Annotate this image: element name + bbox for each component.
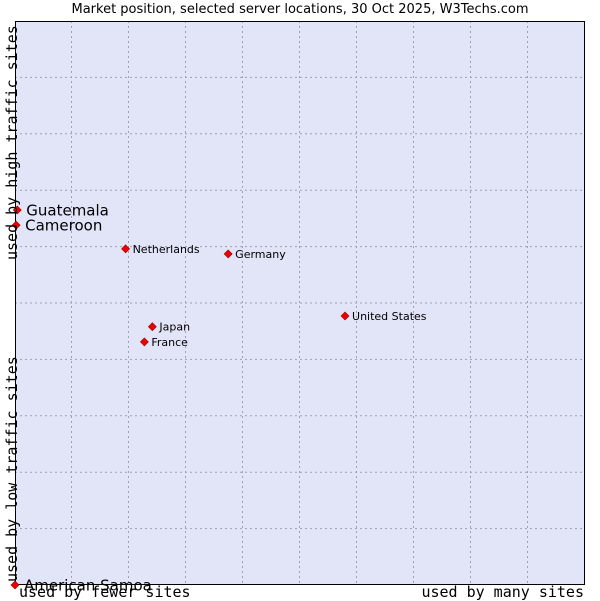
x-axis-high-label: used by many sites (421, 583, 584, 601)
plot-border (15, 21, 585, 585)
point-guatemala (12, 205, 22, 215)
point-cameroon (11, 220, 21, 230)
point-label-american-samoa: American Samoa (24, 577, 152, 595)
point-japan (147, 322, 157, 332)
point-label-france: France (151, 336, 188, 349)
point-label-guatemala: Guatemala (26, 201, 109, 219)
point-label-japan: Japan (158, 321, 190, 334)
point-american-samoa (10, 580, 20, 590)
point-label-germany: Germany (235, 248, 286, 261)
chart-title: Market position, selected server locatio… (71, 2, 529, 17)
point-france (139, 337, 149, 347)
point-label-netherlands: Netherlands (133, 243, 200, 256)
y-axis-high-label: used by high traffic sites (3, 25, 21, 260)
point-united-states (340, 311, 350, 321)
y-axis-low-label: used by low traffic sites (3, 356, 21, 582)
point-label-cameroon: Cameroon (25, 217, 102, 235)
point-germany (223, 249, 233, 259)
point-netherlands (121, 244, 131, 254)
point-label-united-states: United States (352, 310, 427, 323)
x-axis-low-label: used by fewer sites (19, 583, 191, 601)
